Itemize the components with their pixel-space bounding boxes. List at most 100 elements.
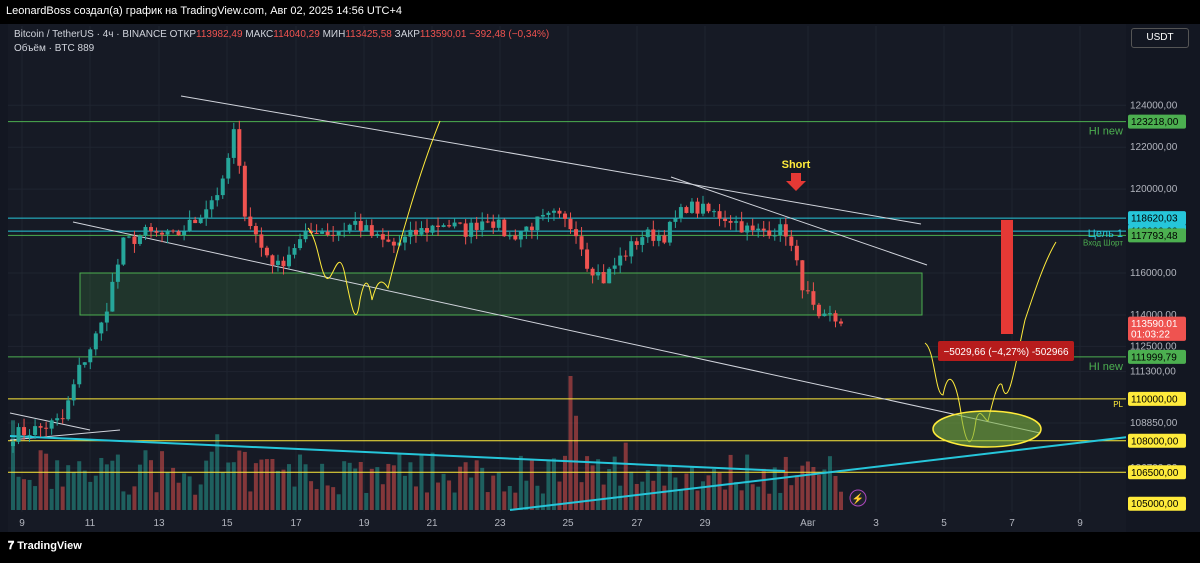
volume-bar xyxy=(496,472,501,510)
candle-body xyxy=(496,219,501,228)
candle-body xyxy=(618,255,623,266)
candle-body xyxy=(386,239,391,242)
candle-body xyxy=(198,218,203,224)
candle-body xyxy=(82,362,87,365)
volume-bar xyxy=(88,481,93,510)
volume-bar xyxy=(358,461,363,510)
change-value: −392,48 (−0,34%) xyxy=(469,29,550,40)
candle-body xyxy=(391,241,396,246)
date-tick: 13 xyxy=(153,518,165,529)
volume-bar xyxy=(684,473,689,510)
candle-body xyxy=(71,384,76,401)
volume-bar xyxy=(623,442,628,510)
volume-bar xyxy=(270,458,275,510)
volume-bar xyxy=(375,467,380,510)
volume-legend: Объём · BTC 889 xyxy=(14,43,94,54)
volume-bar xyxy=(132,486,137,510)
volume-bar xyxy=(739,490,744,510)
date-tick: 9 xyxy=(19,518,25,529)
candle-body xyxy=(551,210,556,213)
volume-bar xyxy=(452,492,457,510)
date-tick: 7 xyxy=(1009,518,1015,529)
volume-bar xyxy=(839,491,843,510)
volume-bar xyxy=(242,451,247,510)
price-label: 111999,79 xyxy=(1131,352,1177,363)
volume-bar xyxy=(634,483,639,510)
price-tick: 112500,00 xyxy=(1130,341,1177,352)
volume-bar xyxy=(137,464,142,510)
candle-body xyxy=(535,216,540,231)
chart-author-title: LeonardBoss создал(а) график на TradingV… xyxy=(6,5,403,17)
candle-body xyxy=(706,203,711,212)
volume-bar xyxy=(750,484,755,510)
candle-body xyxy=(60,418,65,420)
open-value: 113982,49 xyxy=(196,29,243,40)
volume-bar xyxy=(198,484,203,510)
candle-body xyxy=(408,229,413,237)
measure-label: −5029,66 (−4,27%) -502966 xyxy=(943,347,1069,358)
volume-bar xyxy=(160,451,165,510)
candle-body xyxy=(651,229,656,241)
candle-body xyxy=(160,232,165,235)
volume-bar xyxy=(325,485,330,510)
volume-bar xyxy=(165,472,170,510)
candle-body xyxy=(574,229,579,237)
volume-bar xyxy=(695,490,700,510)
candle-body xyxy=(104,311,109,323)
symbol-name: Bitcoin / TetherUS · 4ч · BINANCE xyxy=(14,29,167,40)
candle-body xyxy=(99,322,104,334)
candle-body xyxy=(187,219,192,232)
volume-bar xyxy=(264,459,269,510)
candle-body xyxy=(502,219,507,237)
candle-body xyxy=(364,225,369,231)
volume-bar xyxy=(579,482,584,510)
currency-button[interactable]: USDT xyxy=(1131,28,1189,48)
short-arrow-icon xyxy=(786,173,806,191)
candle-body xyxy=(463,223,468,237)
candle-body xyxy=(723,218,728,222)
price-label-bg xyxy=(1128,433,1186,448)
volume-bar xyxy=(607,469,612,510)
price-label: 106500,00 xyxy=(1131,468,1179,479)
volume-bar xyxy=(805,461,810,510)
candle-body xyxy=(612,265,617,269)
volume-bar xyxy=(629,471,634,510)
candle-body xyxy=(44,427,49,429)
candle-body xyxy=(656,235,661,241)
volume-bar xyxy=(667,466,672,510)
volume-bar xyxy=(800,465,805,510)
volume-bar xyxy=(640,481,645,510)
volume-bar xyxy=(309,481,314,510)
volume-bar xyxy=(469,477,474,510)
volume-bar xyxy=(535,485,540,510)
candle-body xyxy=(789,236,794,246)
candle-body xyxy=(93,333,98,350)
candle-body xyxy=(529,226,534,231)
volume-bar xyxy=(612,456,617,510)
volume-bar xyxy=(397,453,402,510)
channel-bottom-line xyxy=(72,221,1041,434)
candle-body xyxy=(143,226,148,236)
volume-bar xyxy=(756,486,761,510)
candle-body xyxy=(712,211,717,213)
candle-body xyxy=(126,236,131,238)
volume-bar xyxy=(822,469,827,510)
volume-bar xyxy=(126,494,131,510)
candle-body xyxy=(259,234,264,248)
candle-body xyxy=(27,434,32,436)
candle-body xyxy=(701,203,705,214)
volume-bar xyxy=(154,492,159,510)
volume-bar xyxy=(303,464,308,510)
symbol-legend: Bitcoin / TetherUS · 4ч · BINANCE ОТКР11… xyxy=(14,29,549,40)
volume-bar xyxy=(287,464,291,510)
candle-body xyxy=(717,211,722,219)
candle-body xyxy=(811,291,816,305)
candle-body xyxy=(298,239,303,249)
volume-bar xyxy=(480,467,485,510)
tradingview-logo: 𝟕 TradingView xyxy=(8,540,82,552)
volume-bar xyxy=(11,420,15,510)
price-label-bg xyxy=(1128,326,1186,341)
volume-bar xyxy=(419,454,424,510)
candle-body xyxy=(800,260,805,291)
